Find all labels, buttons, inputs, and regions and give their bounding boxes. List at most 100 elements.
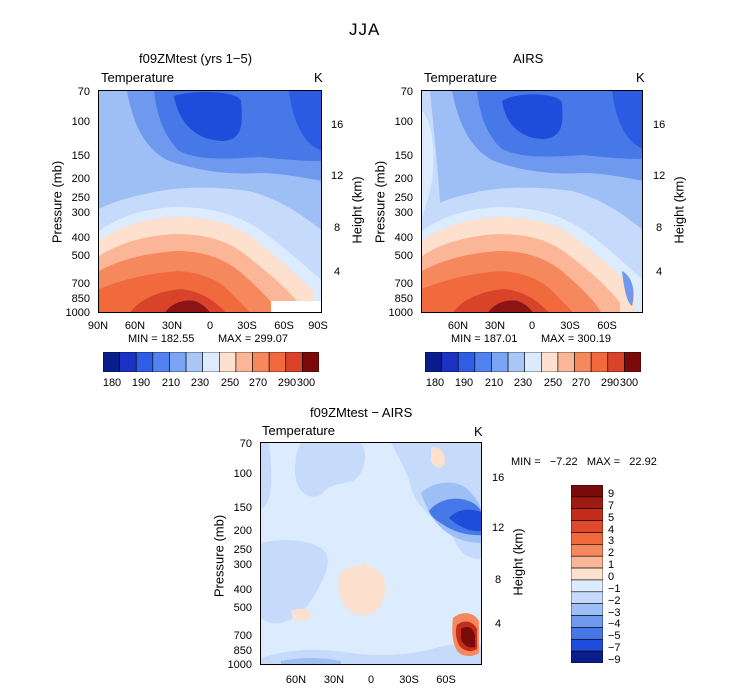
y-tick: 1000 — [227, 659, 252, 671]
field-core-cold — [449, 509, 481, 532]
y-right-tick: 8 — [334, 222, 341, 234]
y-right-tick: 8 — [495, 574, 502, 586]
colorbar-label: 0 — [608, 571, 615, 583]
panel1-ylabel-right: Height (km) — [349, 176, 365, 244]
colorbar-swatch — [235, 351, 253, 373]
panel2-field — [422, 91, 642, 312]
y-tick: 100 — [233, 468, 252, 480]
panel3-unit-label: K — [474, 424, 483, 439]
y-tick: 300 — [233, 559, 252, 571]
y-tick: 100 — [71, 116, 90, 128]
x-tick: 0 — [528, 320, 536, 332]
colorbar-label: 5 — [608, 511, 615, 524]
figure-title: JJA — [349, 20, 381, 39]
colorbar-swatch — [541, 351, 559, 373]
panel1-colorbar-swatches — [102, 351, 320, 373]
y-right-tick: 16 — [492, 472, 505, 484]
colorbar-swatch — [524, 351, 542, 373]
colorbar-swatch — [570, 508, 604, 521]
panel1-ylabel: Pressure (mb) — [49, 160, 65, 244]
colorbar-swatch — [607, 351, 625, 373]
colorbar-swatch — [590, 351, 609, 373]
x-tick: 30S — [399, 674, 419, 686]
field-band-pale-blue — [261, 443, 272, 509]
colorbar-label: 300 — [296, 377, 316, 389]
x-tick: 30S — [237, 320, 257, 332]
colorbar-swatch — [570, 627, 604, 640]
y-tick: 500 — [233, 602, 252, 614]
y-tick: 200 — [394, 173, 413, 185]
colorbar-label: 300 — [619, 377, 639, 389]
panel3-colorbar — [570, 484, 604, 668]
x-tick: 90S — [308, 320, 328, 332]
y-right-tick: 4 — [495, 618, 502, 630]
colorbar-swatch — [570, 520, 604, 533]
colorbar-swatch — [570, 638, 604, 652]
y-tick: 1000 — [388, 307, 413, 319]
panel3-title: f09ZMtest − AIRS — [310, 405, 413, 420]
panel2-colorbar — [424, 351, 642, 377]
colorbar-swatch — [570, 579, 604, 593]
colorbar-swatch — [185, 351, 203, 373]
x-tick: 60N — [447, 320, 469, 332]
colorbar-label: 210 — [484, 377, 504, 389]
panel3-field — [261, 443, 481, 664]
field-band-pale-blue — [294, 443, 366, 497]
y-tick: 300 — [394, 207, 413, 219]
colorbar-swatch — [302, 351, 320, 373]
colorbar-swatch — [570, 532, 604, 545]
y-tick: 300 — [71, 207, 90, 219]
colorbar-swatch — [491, 351, 509, 373]
y-right-tick: 4 — [334, 266, 341, 278]
y-tick: 100 — [394, 116, 413, 128]
colorbar-label: −1 — [608, 582, 621, 595]
colorbar-swatch — [152, 351, 170, 373]
panel1-unit-label: K — [314, 70, 323, 85]
panel2-plot-area — [421, 90, 643, 313]
panel3-plot-area — [260, 442, 482, 665]
colorbar-swatch — [570, 615, 604, 628]
colorbar-swatch — [507, 351, 525, 373]
field-core-warm — [165, 300, 210, 312]
x-tick: 60N — [285, 674, 307, 686]
panel3-ylabel: Pressure (mb) — [211, 514, 227, 598]
y-tick: 70 — [77, 86, 90, 98]
colorbar-swatch — [557, 351, 575, 373]
panel2-ylabel-right: Height (km) — [671, 176, 687, 244]
y-tick: 250 — [394, 192, 413, 204]
colorbar-swatch — [424, 351, 442, 373]
colorbar-swatch — [285, 351, 303, 373]
colorbar-swatch — [219, 351, 237, 373]
colorbar-label: 250 — [543, 377, 563, 389]
panel1-field-label: Temperature — [101, 70, 174, 85]
panel2-title: AIRS — [513, 51, 544, 66]
y-right-tick: 4 — [656, 266, 663, 278]
y-right-tick: 8 — [656, 222, 663, 234]
colorbar-label: 180 — [102, 377, 122, 389]
panel1-plot-area — [98, 90, 322, 313]
colorbar-label: 190 — [131, 377, 151, 389]
panel1-min: MIN = 182.55 — [128, 333, 195, 345]
field-band-pale-blue — [261, 540, 328, 624]
panel1-field — [99, 91, 321, 312]
y-tick: 250 — [71, 192, 90, 204]
panel2-colorbar-swatches — [424, 351, 642, 373]
y-tick: 850 — [71, 293, 90, 305]
y-tick: 700 — [394, 278, 413, 290]
colorbar-label: 1 — [608, 559, 615, 572]
field-core-cold — [502, 94, 563, 139]
x-tick: 30N — [323, 674, 345, 686]
colorbar-label: 4 — [608, 523, 615, 536]
panel2-unit-label: K — [636, 70, 645, 85]
y-tick: 400 — [394, 232, 413, 244]
colorbar-swatch — [252, 351, 270, 373]
y-tick: 150 — [394, 150, 413, 162]
x-tick: 0 — [206, 320, 214, 332]
panel3-colorbar-labels: 9 7 5 4 3 2 1 0 −1 −2 −3 −4 −5 −7 −9 — [608, 485, 638, 666]
panel1-max: MAX = 299.07 — [218, 333, 289, 345]
colorbar-label: −7 — [608, 642, 621, 655]
panel1-colorbar — [102, 351, 320, 377]
y-right-tick: 16 — [653, 119, 666, 131]
y-tick: 850 — [233, 645, 252, 657]
colorbar-label: 230 — [190, 377, 210, 389]
